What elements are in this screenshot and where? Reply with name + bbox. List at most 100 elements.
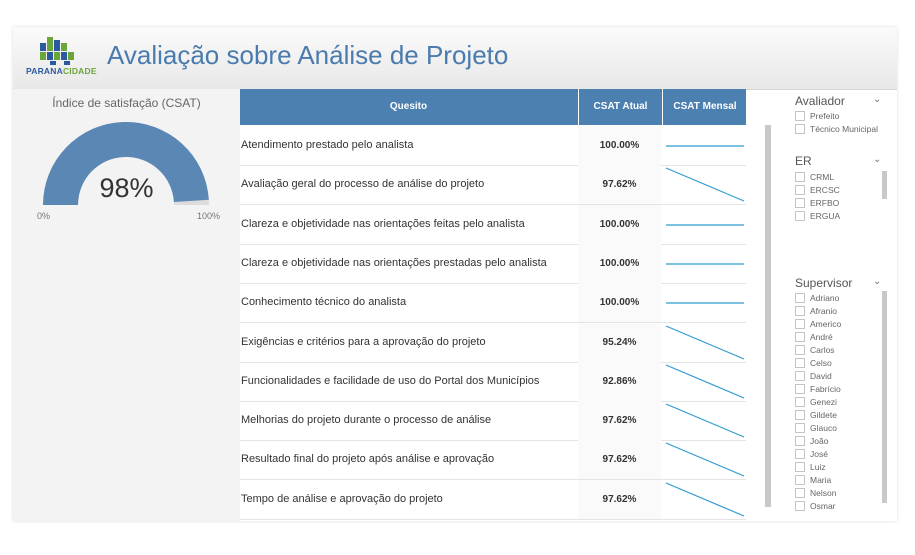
quesito-cell: Melhorias do projeto durante o processo … <box>241 414 492 427</box>
slicer-option[interactable]: David <box>795 370 832 383</box>
slicer-option-label: Carlos <box>810 345 835 355</box>
checkbox[interactable] <box>795 210 805 221</box>
checkbox[interactable] <box>795 487 805 498</box>
table-row[interactable]: Resultado final do projeto após análise … <box>240 440 746 481</box>
csat-atual-cell: 100.00% <box>578 243 661 283</box>
slicer-option-label: José <box>810 449 828 459</box>
slicer-option[interactable]: Luiz <box>795 461 826 474</box>
checkbox[interactable] <box>795 435 805 446</box>
slicer-option[interactable]: Afranio <box>795 305 837 318</box>
checkbox[interactable] <box>795 305 805 316</box>
er-scrollbar[interactable] <box>882 171 887 199</box>
sparkline-line <box>665 324 745 360</box>
checkbox[interactable] <box>795 184 805 195</box>
chevron-down-icon[interactable]: ⌄ <box>873 276 882 287</box>
table-row[interactable]: Tempo de análise e aprovação do projeto 9… <box>240 479 746 520</box>
sparkline <box>665 403 745 438</box>
slicer-option[interactable]: Adriano <box>795 292 839 305</box>
table-row[interactable]: Avaliação geral do processo de análise d… <box>240 165 746 206</box>
logo-text: PARANACIDADE <box>26 66 97 76</box>
checkbox[interactable] <box>795 383 805 394</box>
table-row[interactable]: Exigências e critérios para a aprovação … <box>240 322 746 363</box>
csat-atual-cell: 100.00% <box>578 126 661 165</box>
report-header: PARANACIDADE Avaliação sobre Análise de … <box>13 27 897 90</box>
table-row[interactable]: Atendimento prestado pelo analista 100.00… <box>240 126 746 166</box>
checkbox[interactable] <box>795 500 805 511</box>
slicer-option-label: Prefeito <box>810 111 840 121</box>
quesito-cell: Tempo de análise e aprovação do projeto <box>241 492 443 505</box>
checkbox[interactable] <box>795 292 805 303</box>
table-row[interactable]: Funcionalidades e facilidade de uso do P… <box>240 361 746 402</box>
table-row[interactable]: Clareza e objetividade nas orientações p… <box>240 243 746 284</box>
slicer-option[interactable]: Fabrício <box>795 383 841 396</box>
slicer-option[interactable]: Osmar <box>795 500 836 513</box>
slicer-option[interactable]: Celso <box>795 357 832 370</box>
checkbox[interactable] <box>795 357 805 368</box>
slicer-option[interactable]: Prefeito <box>795 110 839 123</box>
slicer-option[interactable]: ERGUA <box>795 210 840 223</box>
slicer-er: ER ⌄ CRML ERCSC ERFBO ERGUA <box>795 154 895 234</box>
slicer-option[interactable]: Nelson <box>795 487 836 500</box>
slicer-supervisor: Supervisor ⌄ Adriano Afranio Americo André C… <box>795 276 895 516</box>
slicer-option[interactable]: Gildete <box>795 409 837 422</box>
checkbox[interactable] <box>795 123 805 134</box>
checkbox[interactable] <box>795 422 805 433</box>
slicer-avaliador: Avaliador ⌄ Prefeito Técnico Municipal <box>795 94 895 144</box>
slicer-option[interactable]: ERFBO <box>795 197 839 210</box>
checkbox[interactable] <box>795 461 805 472</box>
checkbox[interactable] <box>795 474 805 485</box>
slicer-option[interactable]: ERCSC <box>795 184 840 197</box>
table-scrollbar[interactable] <box>765 125 771 507</box>
slicer-title: ER <box>795 154 812 168</box>
checkbox[interactable] <box>795 370 805 381</box>
checkbox[interactable] <box>795 396 805 407</box>
slicer-option-label: Celso <box>810 358 832 368</box>
paranacidade-logo: PARANACIDADE <box>26 35 97 81</box>
slicer-title: Avaliador <box>795 94 845 108</box>
chevron-down-icon[interactable]: ⌄ <box>873 154 882 165</box>
slicer-option-label: ERGUA <box>810 211 841 221</box>
quesito-cell: Clareza e objetividade nas orientações f… <box>241 217 525 230</box>
slicer-option[interactable]: Glauco <box>795 422 837 435</box>
checkbox[interactable] <box>795 409 805 420</box>
csat-mensal-sparkline-cell <box>662 362 746 401</box>
csat-atual-cell: 97.62% <box>578 401 661 441</box>
column-header-csat-mensal[interactable]: CSAT Mensal <box>662 89 747 125</box>
table-row[interactable]: Melhorias do projeto durante o processo … <box>240 401 746 442</box>
sparkline-line <box>665 482 745 517</box>
slicer-option[interactable]: José <box>795 448 828 461</box>
checkbox[interactable] <box>795 318 805 329</box>
sparkline <box>665 324 745 360</box>
checkbox[interactable] <box>795 448 805 459</box>
slicer-option-label: ERCSC <box>810 185 840 195</box>
csat-mensal-sparkline-cell <box>662 480 746 519</box>
checkbox[interactable] <box>795 110 805 121</box>
slicer-option[interactable]: João <box>795 435 828 448</box>
chevron-down-icon[interactable]: ⌄ <box>873 94 882 105</box>
table-row[interactable]: Conhecimento técnico do analista 100.00% <box>240 283 746 324</box>
checkbox[interactable] <box>795 197 805 208</box>
checkbox[interactable] <box>795 331 805 342</box>
supervisor-scrollbar[interactable] <box>882 291 887 503</box>
gauge-max-label: 100% <box>197 211 221 221</box>
slicer-option[interactable]: Técnico Municipal <box>795 123 878 136</box>
slicer-option[interactable]: CRML <box>795 171 834 184</box>
slicer-option[interactable]: Americo <box>795 318 841 331</box>
column-header-quesito[interactable]: Quesito <box>389 101 428 112</box>
sparkline-line <box>665 167 745 202</box>
table-row[interactable]: Clareza e objetividade nas orientações f… <box>240 204 746 245</box>
slicer-option[interactable]: Genezi <box>795 396 837 409</box>
slicer-option-label: Fabrício <box>810 384 841 394</box>
csat-atual-cell: 100.00% <box>578 204 661 244</box>
slicer-option[interactable]: Maria <box>795 474 831 487</box>
slicer-option-label: David <box>810 371 832 381</box>
checkbox[interactable] <box>795 344 805 355</box>
csat-atual-cell: 97.62% <box>578 440 661 480</box>
slicer-option[interactable]: André <box>795 331 833 344</box>
slicer-option-label: CRML <box>810 172 835 182</box>
quesito-cell: Atendimento prestado pelo analista <box>241 139 414 151</box>
column-header-csat-atual[interactable]: CSAT Atual <box>578 89 662 125</box>
slicer-option-label: Afranio <box>810 306 837 316</box>
checkbox[interactable] <box>795 171 805 182</box>
slicer-option[interactable]: Carlos <box>795 344 835 357</box>
